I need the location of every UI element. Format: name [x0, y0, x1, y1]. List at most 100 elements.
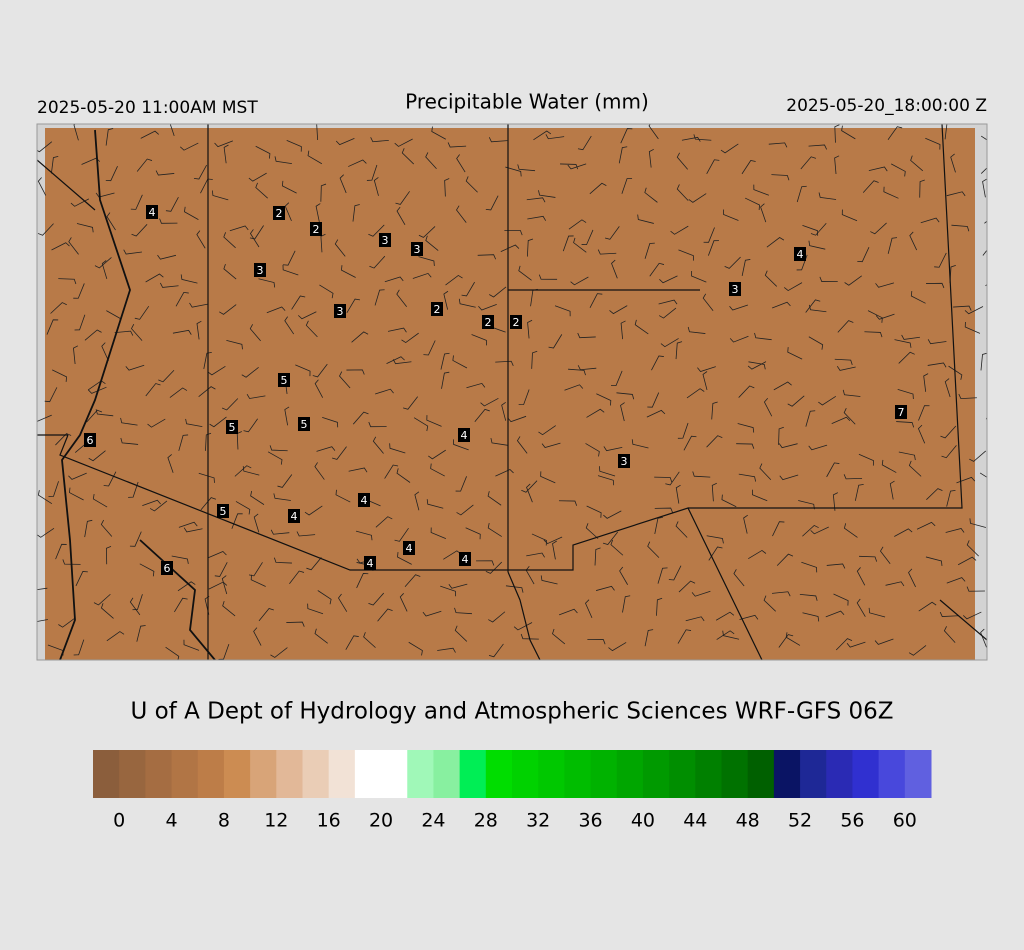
wind-barb — [307, 603, 324, 615]
wind-barb — [73, 345, 79, 365]
wind-barb — [597, 475, 615, 486]
wind-barb — [562, 235, 574, 252]
wind-barb — [887, 237, 898, 254]
wind-barb — [982, 178, 987, 198]
wind-barb — [526, 197, 546, 203]
wind-barb — [833, 593, 849, 606]
wind-barb — [495, 469, 514, 477]
wind-barb — [114, 330, 134, 336]
wind-barb — [799, 593, 818, 601]
wind-barb — [120, 417, 138, 426]
wind-barb — [517, 164, 536, 172]
wind-barb — [87, 386, 107, 394]
wind-barb — [611, 259, 618, 279]
wind-barb — [787, 395, 805, 407]
wind-barb — [253, 513, 260, 533]
wind-barb — [768, 142, 788, 148]
wind-barb — [867, 310, 883, 323]
wind-barb — [570, 276, 589, 286]
wind-barb — [706, 535, 724, 544]
wind-barb — [597, 249, 617, 255]
wind-barb — [404, 574, 421, 588]
wind-barb — [249, 324, 261, 342]
wind-barb — [939, 611, 959, 618]
wind-barb — [369, 255, 386, 269]
wind-barb — [128, 481, 139, 498]
wind-barb — [980, 352, 987, 371]
wind-barb — [172, 329, 192, 335]
wind-barb — [802, 224, 819, 236]
wind-barb — [644, 187, 658, 203]
wind-barb — [430, 463, 445, 477]
wind-barb — [352, 204, 360, 222]
wind-barb — [771, 301, 791, 309]
wind-barb — [131, 323, 143, 341]
wind-barb — [818, 395, 837, 406]
wind-barb — [779, 474, 799, 481]
wind-barb — [540, 471, 556, 484]
wind-barb — [441, 371, 450, 389]
wind-barb — [363, 632, 376, 648]
station-value: 3 — [414, 243, 421, 256]
wind-barb — [706, 159, 720, 174]
wind-barb — [387, 327, 407, 333]
wind-barb — [370, 137, 389, 143]
wind-barb — [273, 493, 291, 501]
wind-barb — [346, 369, 365, 375]
colorbar-swatch — [250, 750, 277, 798]
colorbar-tick-label: 48 — [736, 810, 760, 832]
wind-barb — [368, 421, 387, 428]
wind-barb — [568, 368, 586, 376]
wind-barb — [603, 510, 622, 519]
wind-barb — [334, 239, 346, 257]
wind-barb — [868, 166, 888, 172]
wind-barb — [832, 492, 838, 511]
wind-barb — [423, 340, 436, 356]
colorbar: 0 4 8 12 16 20 24 28 32 36 40 44 48 52 56 60 — [93, 750, 932, 832]
wind-barb — [844, 275, 862, 286]
wind-barb — [586, 505, 602, 518]
wind-barb — [183, 527, 203, 533]
wind-barb — [351, 331, 369, 343]
wind-barb — [842, 389, 861, 397]
wind-barb — [394, 527, 409, 542]
wind-barb — [314, 379, 324, 398]
wind-barb — [425, 152, 437, 170]
wind-barb — [339, 174, 347, 194]
colorbar-tick-label: 40 — [631, 810, 655, 832]
wind-barb — [577, 332, 596, 339]
wind-barb — [526, 483, 533, 503]
wind-barb — [654, 476, 673, 483]
wind-barb — [198, 472, 215, 483]
wind-barb — [980, 135, 987, 141]
wind-barb — [291, 295, 306, 310]
map-border — [36, 123, 988, 661]
wind-barb — [950, 153, 956, 173]
wind-barb — [44, 387, 58, 403]
wind-barb — [736, 443, 755, 449]
station-box — [458, 428, 470, 442]
wind-barb — [985, 283, 987, 287]
station-value: 2 — [313, 223, 320, 236]
wind-barb — [516, 436, 528, 454]
wind-barb — [413, 417, 429, 432]
wind-barb — [50, 155, 59, 174]
wind-barb — [249, 225, 264, 240]
wind-barb — [818, 192, 837, 200]
wind-barb — [898, 451, 916, 461]
wind-barb — [560, 163, 579, 170]
wind-barb — [533, 130, 552, 141]
map-field — [45, 128, 975, 660]
wind-barb — [648, 124, 659, 140]
wind-barb — [552, 628, 566, 645]
wind-barb — [874, 638, 894, 645]
wind-barb — [461, 281, 475, 297]
station-box — [226, 420, 238, 434]
wind-barb — [212, 190, 229, 201]
wind-barb — [222, 600, 236, 617]
wind-barb — [759, 463, 772, 481]
wind-barb — [198, 386, 216, 398]
wind-barb — [834, 124, 840, 143]
wind-barb — [396, 206, 406, 226]
wind-barb — [940, 425, 957, 439]
